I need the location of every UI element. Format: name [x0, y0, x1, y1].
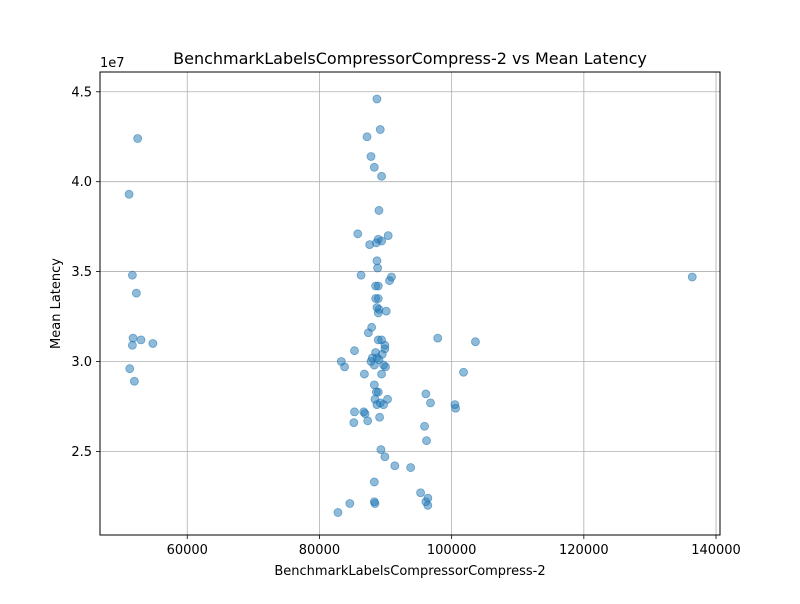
data-point	[377, 171, 386, 181]
chart-title: BenchmarkLabelsCompressorCompress-2 vs M…	[173, 49, 647, 68]
data-point	[363, 328, 373, 338]
data-point	[127, 340, 137, 350]
data-point	[380, 452, 390, 462]
data-point	[375, 412, 384, 422]
x-tick-label: 100000	[427, 543, 477, 558]
data-point	[471, 337, 480, 347]
data-point	[373, 387, 383, 397]
data-point	[433, 333, 443, 343]
data-point	[333, 508, 343, 517]
data-point	[133, 134, 143, 143]
data-point	[372, 94, 382, 104]
data-point	[373, 308, 383, 318]
data-point	[422, 436, 431, 446]
data-point	[375, 125, 385, 134]
data-point	[416, 488, 425, 498]
data-point	[124, 189, 134, 199]
y-axis-label: Mean Latency	[49, 258, 64, 349]
data-point	[383, 231, 393, 241]
data-point	[373, 294, 383, 303]
plot-frame	[99, 71, 721, 536]
data-point	[377, 369, 386, 379]
data-point	[350, 407, 359, 417]
data-point	[349, 418, 359, 428]
data-point	[376, 445, 386, 454]
data-point	[369, 360, 379, 370]
x-axis-label: BenchmarkLabelsCompressorCompress-2	[274, 564, 545, 579]
y-axis-ticks: 2.5 3.0 3.5 4.0 4.5	[71, 85, 100, 460]
x-axis-ticks: 60000 80000 100000 120000 140000	[167, 535, 741, 558]
x-tick-label: 80000	[299, 543, 340, 558]
data-point	[451, 403, 461, 413]
data-point	[687, 272, 697, 282]
data-point	[131, 288, 141, 298]
data-point	[370, 499, 380, 508]
data-point	[372, 256, 382, 266]
data-point	[362, 132, 372, 142]
data-point	[345, 499, 355, 508]
x-tick-label: 120000	[559, 543, 609, 558]
data-point	[459, 367, 468, 377]
data-point	[369, 162, 379, 172]
data-point	[128, 333, 138, 343]
data-points	[124, 94, 697, 517]
data-point	[381, 362, 390, 372]
data-point	[125, 364, 135, 374]
y-tick-label: 3.5	[71, 265, 92, 280]
y-axis-offset-label: 1e7	[100, 56, 125, 71]
data-point	[381, 306, 391, 316]
data-point	[369, 477, 379, 487]
data-point	[129, 376, 139, 386]
y-tick-label: 4.5	[71, 85, 92, 100]
data-point	[350, 346, 359, 356]
data-point	[148, 339, 158, 348]
x-tick-label: 140000	[691, 543, 741, 558]
data-point	[369, 380, 379, 390]
data-point	[356, 270, 366, 280]
data-point	[373, 281, 383, 291]
data-point	[353, 229, 363, 239]
data-point	[426, 398, 435, 408]
x-tick-label: 60000	[167, 543, 208, 558]
data-point	[379, 400, 388, 410]
grid-lines	[100, 72, 720, 535]
y-tick-label: 2.5	[71, 445, 92, 460]
data-point	[377, 236, 386, 246]
data-point	[420, 421, 429, 431]
data-point	[366, 152, 376, 161]
data-point	[340, 362, 349, 372]
y-tick-label: 3.0	[71, 355, 92, 370]
y-tick-label: 4.0	[71, 175, 92, 190]
data-point	[363, 416, 373, 426]
data-point	[406, 463, 416, 472]
data-point	[390, 461, 400, 471]
data-point	[136, 335, 146, 345]
data-point	[374, 206, 384, 215]
data-point	[421, 389, 431, 399]
data-point	[387, 272, 396, 282]
data-point	[373, 263, 383, 273]
data-point	[423, 500, 433, 510]
data-point	[127, 270, 137, 280]
data-point	[359, 369, 369, 379]
